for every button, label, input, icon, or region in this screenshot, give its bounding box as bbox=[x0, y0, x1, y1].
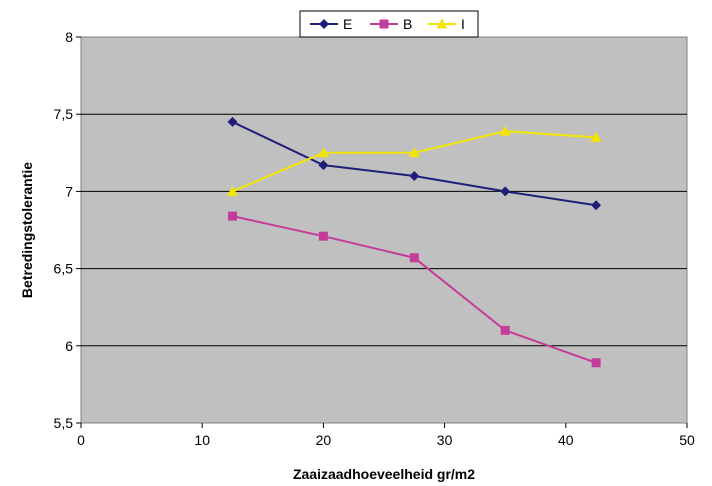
y-tick-label: 6,5 bbox=[54, 261, 74, 277]
y-tick-label: 8 bbox=[65, 29, 73, 45]
x-tick-label: 10 bbox=[194, 432, 210, 448]
y-axis-ticks: 5,5 6 6,5 7 7,5 8 bbox=[54, 29, 81, 431]
series-b-point bbox=[228, 212, 237, 221]
series-b-point bbox=[319, 232, 328, 241]
x-tick-label: 30 bbox=[437, 432, 453, 448]
series-b-point bbox=[501, 326, 510, 335]
x-tick-label: 40 bbox=[558, 432, 574, 448]
x-tick-label: 0 bbox=[77, 432, 85, 448]
series-b-point bbox=[592, 358, 601, 367]
legend-b-label: B bbox=[403, 16, 412, 32]
y-tick-label: 5,5 bbox=[54, 415, 74, 431]
x-tick-label: 20 bbox=[316, 432, 332, 448]
x-axis-title: Zaaizaadhoeveelheid gr/m2 bbox=[293, 466, 475, 482]
y-tick-label: 7 bbox=[65, 183, 73, 199]
legend-i-label: I bbox=[461, 16, 465, 32]
y-tick-label: 7,5 bbox=[54, 106, 74, 122]
x-axis-ticks: 0 10 20 30 40 50 bbox=[77, 423, 695, 448]
legend-e-label: E bbox=[343, 16, 352, 32]
y-axis-title: Betredingstolerantie bbox=[19, 162, 35, 298]
y-tick-label: 6 bbox=[65, 338, 73, 354]
legend-b-marker bbox=[380, 20, 389, 29]
x-tick-label: 50 bbox=[679, 432, 695, 448]
series-b-point bbox=[410, 253, 419, 262]
